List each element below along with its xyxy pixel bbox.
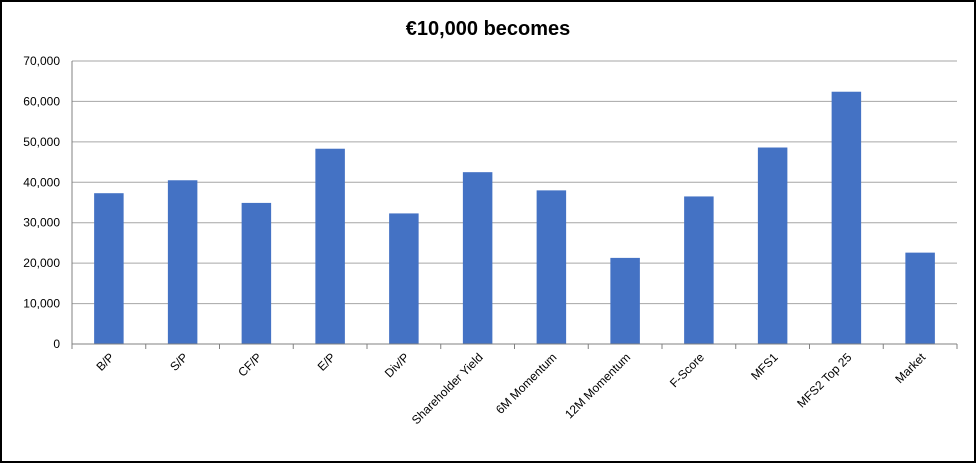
x-tick-label: E/P xyxy=(315,350,339,374)
bar xyxy=(315,148,345,344)
x-tick-label: MFS2 Top 25 xyxy=(794,350,854,410)
bar xyxy=(462,172,493,344)
bar xyxy=(905,252,935,344)
bar xyxy=(389,213,419,344)
y-tick-label: 20,000 xyxy=(23,256,60,270)
bar xyxy=(757,147,788,344)
x-tick-label: Market xyxy=(892,350,928,386)
y-tick-label: 10,000 xyxy=(23,297,60,311)
x-tick-label: 12M Momentum xyxy=(562,350,633,421)
x-tick-label: F-Score xyxy=(667,350,707,390)
y-tick-label: 60,000 xyxy=(23,94,60,108)
bar xyxy=(167,180,198,344)
x-tick-label: MFS1 xyxy=(748,350,781,383)
x-tick-label: Shareholder Yield xyxy=(409,350,486,427)
y-tick-label: 50,000 xyxy=(23,135,60,149)
y-tick-label: 0 xyxy=(53,337,60,351)
bar xyxy=(610,257,640,344)
chart-title: €10,000 becomes xyxy=(405,18,571,40)
y-tick-label: 70,000 xyxy=(23,54,60,68)
x-tick-label: Div/P xyxy=(382,350,412,380)
x-tick-label: CF/P xyxy=(235,350,264,379)
y-tick-label: 30,000 xyxy=(23,216,60,230)
x-tick-label: 6M Momentum xyxy=(493,350,559,416)
bar xyxy=(684,196,714,344)
bar xyxy=(94,193,124,344)
bar xyxy=(831,91,862,345)
bar xyxy=(536,190,567,344)
x-tick-label: S/P xyxy=(167,350,191,374)
bar xyxy=(241,202,272,344)
y-tick-label: 40,000 xyxy=(23,175,60,189)
x-tick-label: B/P xyxy=(93,350,117,374)
